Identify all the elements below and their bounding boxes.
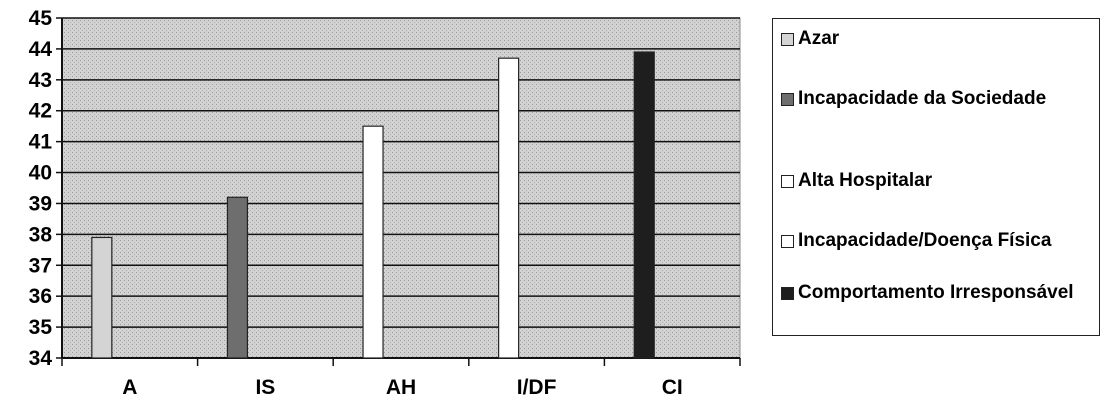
y-tick-label-40: 40 (29, 162, 52, 185)
legend-swatch (781, 93, 794, 106)
legend-item: Azar (781, 27, 1088, 51)
bar-I/DF (498, 57, 520, 359)
legend-label: Alta Hospitalar (798, 170, 933, 191)
legend-label: Azar (798, 28, 840, 49)
y-tick-label-39: 39 (29, 192, 52, 215)
legend-swatch (781, 33, 794, 46)
legend-item: Incapacidade da Sociedade (781, 87, 1088, 111)
legend-label: Comportamento Irresponsável (798, 282, 1074, 303)
legend-item: Comportamento Irresponsável (781, 281, 1088, 305)
x-tick-label-AH: AH (386, 376, 416, 399)
y-tick-label-42: 42 (29, 100, 52, 123)
y-tick-label-45: 45 (29, 7, 53, 30)
bar-CI (633, 51, 655, 359)
plot-background (61, 17, 741, 359)
legend-swatch (781, 175, 794, 188)
y-tick-label-34: 34 (29, 347, 53, 370)
x-tick-label-I/DF: I/DF (517, 376, 557, 399)
legend-label: Incapacidade/Doença Física (798, 230, 1052, 251)
legend-item: Alta Hospitalar (781, 169, 1088, 193)
y-tick-label-41: 41 (29, 131, 53, 154)
x-tick-label-CI: CI (662, 376, 683, 399)
bar-AH (362, 125, 384, 359)
legend-item: Incapacidade/Doença Física (781, 229, 1088, 253)
legend-swatch (781, 287, 794, 300)
y-tick-label-38: 38 (29, 223, 53, 246)
bar-A (91, 236, 113, 359)
legend: Azar Incapacidade da Sociedade Alta Hospit… (772, 18, 1100, 336)
legend-swatch (781, 235, 794, 248)
y-tick-label-44: 44 (29, 38, 53, 61)
y-tick-label-35: 35 (29, 316, 53, 339)
x-tick-label-IS: IS (255, 376, 275, 399)
y-tick-label-36: 36 (29, 285, 52, 308)
x-tick-label-A: A (122, 376, 137, 399)
y-tick-label-37: 37 (29, 254, 52, 277)
legend-label: Incapacidade da Sociedade (798, 88, 1047, 109)
y-tick-label-43: 43 (29, 69, 52, 92)
bar-IS (226, 196, 249, 359)
